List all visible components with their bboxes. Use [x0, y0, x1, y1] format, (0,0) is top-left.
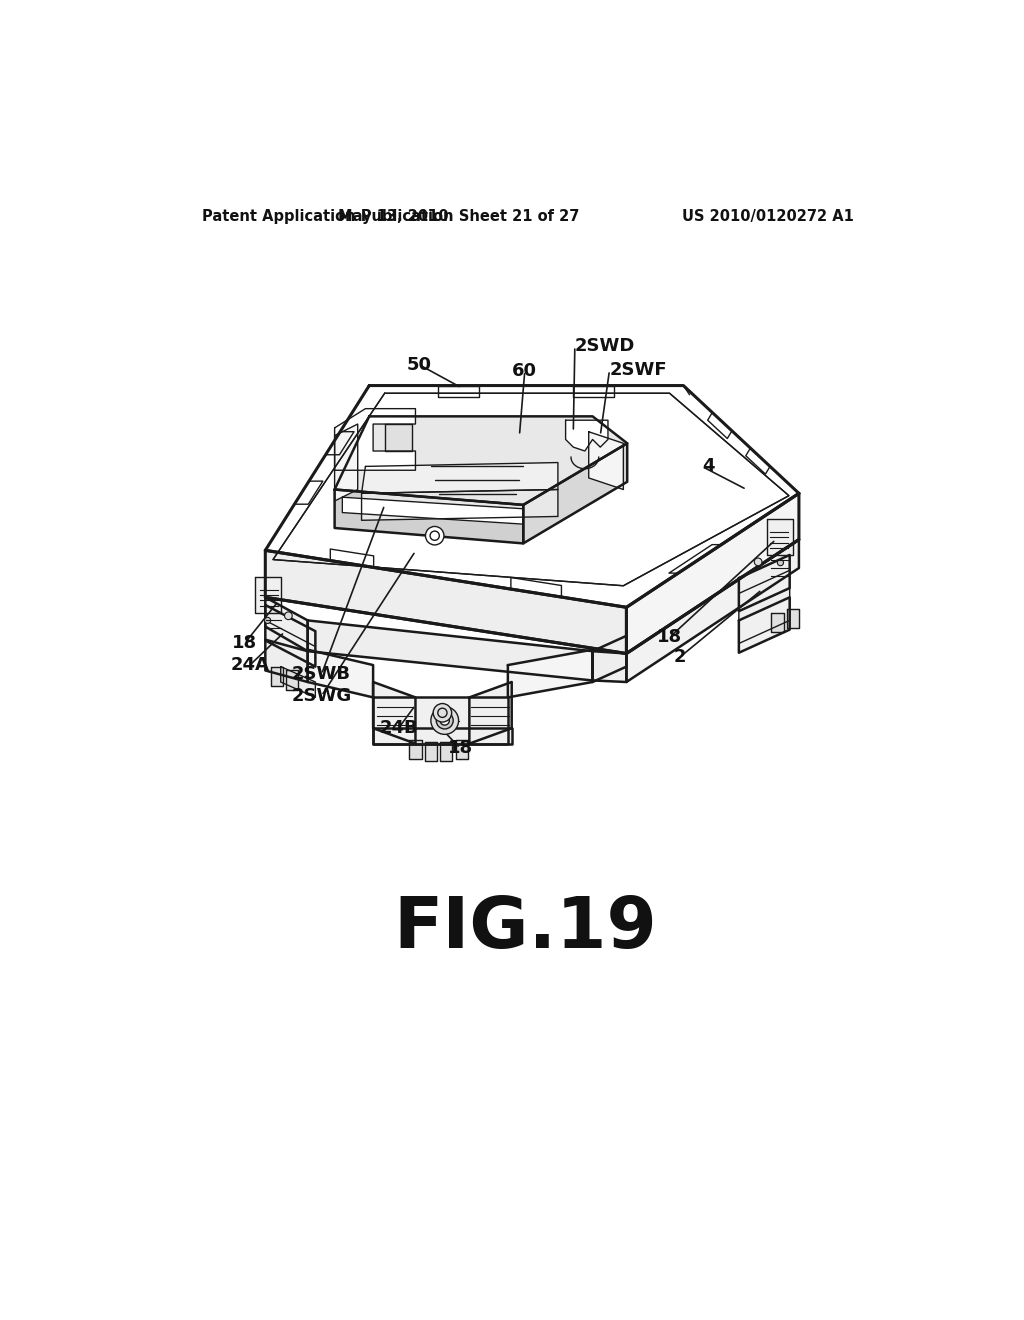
Polygon shape: [708, 412, 732, 438]
Polygon shape: [373, 682, 416, 743]
Polygon shape: [335, 416, 628, 506]
Polygon shape: [307, 620, 593, 681]
Polygon shape: [361, 490, 558, 520]
Polygon shape: [589, 432, 624, 490]
Polygon shape: [523, 444, 628, 544]
Circle shape: [436, 711, 454, 729]
Text: 50: 50: [407, 356, 432, 374]
Polygon shape: [326, 432, 354, 455]
Text: 4: 4: [701, 458, 715, 475]
Text: 18: 18: [447, 739, 473, 758]
Polygon shape: [335, 409, 416, 470]
Polygon shape: [265, 550, 627, 653]
Text: 18: 18: [657, 628, 682, 647]
Text: 2: 2: [674, 648, 686, 667]
Text: 60: 60: [512, 362, 538, 380]
Circle shape: [285, 612, 292, 619]
Polygon shape: [373, 697, 508, 743]
Polygon shape: [767, 519, 793, 554]
Polygon shape: [573, 385, 614, 397]
Polygon shape: [255, 577, 281, 612]
Text: US 2010/0120272 A1: US 2010/0120272 A1: [682, 209, 854, 223]
Polygon shape: [335, 490, 523, 544]
Polygon shape: [456, 739, 468, 759]
Polygon shape: [335, 424, 357, 502]
Polygon shape: [265, 597, 307, 651]
Polygon shape: [265, 385, 799, 607]
Polygon shape: [745, 447, 770, 474]
Text: Patent Application Publication: Patent Application Publication: [202, 209, 454, 223]
Polygon shape: [593, 636, 627, 682]
Polygon shape: [425, 742, 437, 762]
Polygon shape: [739, 597, 790, 653]
Polygon shape: [307, 649, 373, 697]
Circle shape: [264, 618, 270, 623]
Polygon shape: [265, 605, 315, 667]
Circle shape: [431, 706, 459, 734]
Polygon shape: [771, 612, 783, 632]
Polygon shape: [373, 729, 512, 743]
Text: 2SWG: 2SWG: [292, 686, 351, 705]
Polygon shape: [342, 498, 523, 524]
Polygon shape: [669, 545, 721, 573]
Text: 2SWB: 2SWB: [292, 665, 351, 684]
Polygon shape: [438, 385, 479, 397]
Polygon shape: [286, 671, 298, 689]
Polygon shape: [270, 667, 283, 686]
Polygon shape: [331, 549, 374, 568]
Polygon shape: [361, 462, 558, 494]
Text: 2SWD: 2SWD: [574, 338, 635, 355]
Polygon shape: [739, 554, 790, 611]
Polygon shape: [511, 578, 561, 597]
Polygon shape: [295, 480, 323, 504]
Text: 2SWF: 2SWF: [609, 362, 667, 379]
Polygon shape: [281, 667, 315, 697]
Polygon shape: [786, 609, 799, 628]
Circle shape: [440, 715, 450, 725]
Polygon shape: [385, 424, 412, 451]
Polygon shape: [627, 540, 799, 682]
Text: 18: 18: [232, 635, 257, 652]
Circle shape: [777, 560, 783, 566]
Polygon shape: [739, 589, 790, 644]
Text: May 13, 2010  Sheet 21 of 27: May 13, 2010 Sheet 21 of 27: [338, 209, 580, 223]
Polygon shape: [508, 649, 593, 697]
Polygon shape: [627, 494, 799, 653]
Circle shape: [755, 558, 762, 566]
Circle shape: [433, 704, 452, 722]
Polygon shape: [593, 651, 627, 682]
Text: 24A: 24A: [230, 656, 269, 675]
Polygon shape: [410, 739, 422, 759]
Polygon shape: [565, 420, 608, 451]
Circle shape: [425, 527, 444, 545]
Text: FIG.19: FIG.19: [393, 894, 656, 962]
Text: 24B: 24B: [379, 719, 418, 737]
Polygon shape: [469, 682, 512, 743]
Polygon shape: [440, 742, 453, 762]
Polygon shape: [265, 640, 307, 682]
